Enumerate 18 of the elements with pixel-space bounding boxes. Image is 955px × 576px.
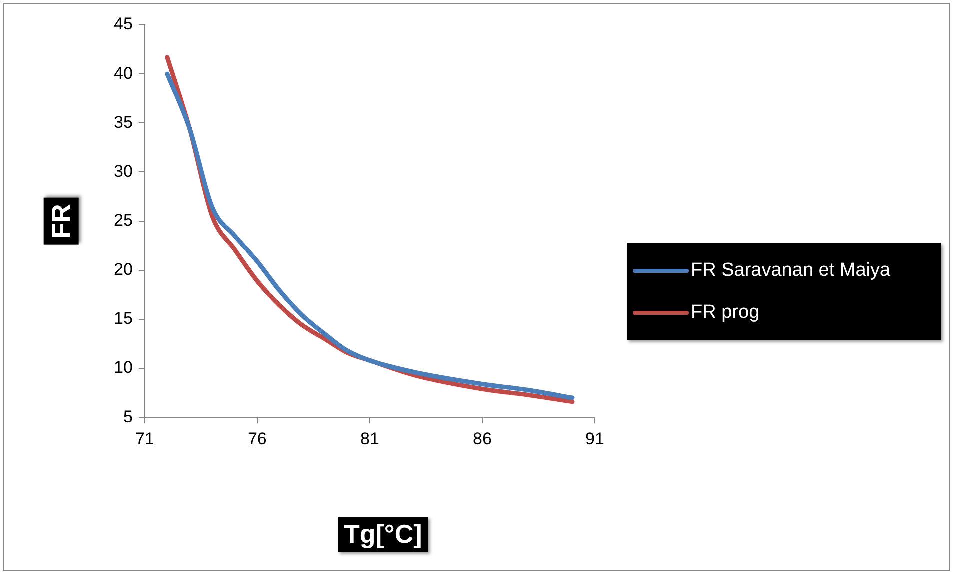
y-tick-label: 35 <box>114 112 133 132</box>
legend-label: FR prog <box>691 302 760 324</box>
x-tick-label: 86 <box>473 429 492 448</box>
y-tick-label: 30 <box>114 162 133 181</box>
x-tick-label: 81 <box>360 429 380 448</box>
y-tick-label: 40 <box>114 64 133 83</box>
x-axis-title: Tg[°C] <box>338 517 428 552</box>
x-tick-label: 76 <box>248 429 267 448</box>
y-tick-label: 20 <box>114 260 133 280</box>
y-tick-label: 45 <box>114 14 133 34</box>
legend-label: FR Saravanan et Maiya <box>691 260 891 282</box>
y-axis-title: FR <box>44 198 79 245</box>
x-tick-label: 91 <box>586 429 604 448</box>
y-tick-label: 15 <box>114 309 133 328</box>
y-tick-label: 10 <box>114 358 133 378</box>
x-tick-label: 71 <box>135 429 154 448</box>
y-tick-label: 25 <box>114 210 133 230</box>
y-tick-label: 5 <box>123 407 133 426</box>
